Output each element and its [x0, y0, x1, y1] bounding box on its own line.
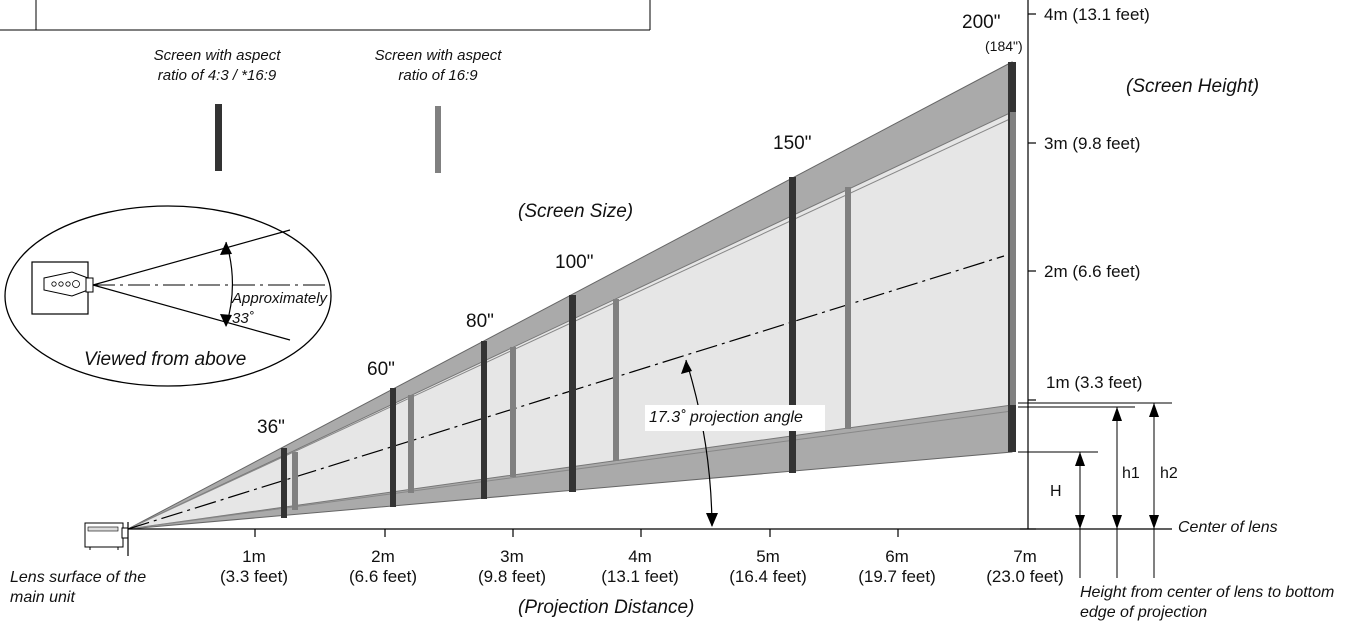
height-tick-3m: 3m (9.8 feet): [1044, 134, 1141, 153]
projection-angle-label: 17.3˚ projection angle: [649, 409, 803, 426]
distance-tick-7m-meters: 7m: [1013, 547, 1037, 566]
distance-tick-6m-feet: (19.7 feet): [858, 567, 936, 586]
projection-angle-arc: [685, 359, 713, 527]
arc-arrow-top: [681, 360, 692, 374]
distance-tick-3m: 3m (9.8 feet): [478, 547, 546, 587]
distance-tick-3m-feet: (9.8 feet): [477, 567, 547, 586]
distance-tick-2m-feet: (6.6 feet): [348, 567, 418, 586]
height-tick-1m: 1m (3.3 feet): [1046, 373, 1143, 392]
screen-bar-60: [390, 388, 396, 507]
size-label-200: 200": [962, 12, 1001, 33]
screen-bars-169: [292, 112, 1016, 510]
projector-top-icon: [31, 261, 94, 315]
title-box: [0, 0, 651, 31]
height-from-center-label: Height from center of lens to bottom edg…: [1080, 583, 1334, 623]
center-of-lens-label: Center of lens: [1178, 519, 1278, 536]
screen-bar-169-100: [613, 299, 619, 461]
legend-169-line2: ratio of 16:9: [398, 67, 478, 84]
distance-tick-6m: 6m (19.7 feet): [858, 547, 936, 587]
lens-surface-label: Lens surface of the main unit: [10, 568, 146, 608]
distance-tick-1m: 1m (3.3 feet): [220, 547, 288, 587]
legend-swatch-169: [435, 106, 441, 173]
legend-169-label: Screen with aspect ratio of 16:9: [375, 46, 502, 86]
distance-tick-6m-meters: 6m: [885, 547, 909, 566]
screen-bar-169-36: [292, 452, 298, 510]
viewed-from-above-caption: Viewed from above: [84, 349, 247, 370]
height-from-center-line2: edge of projection: [1080, 604, 1208, 621]
distance-tick-4m: 4m (13.1 feet): [601, 547, 679, 587]
distance-tick-7m: 7m (23.0 feet): [986, 547, 1064, 587]
screen-bar-169-60: [408, 395, 414, 493]
inset-top-view: [4, 205, 332, 387]
screen-bar-150: [789, 177, 796, 473]
distance-tick-2m-meters: 2m: [371, 547, 395, 566]
approx-angle-label: Approximately 33˚: [232, 289, 327, 329]
size-label-60: 60": [367, 359, 395, 380]
screen-bar-36: [281, 448, 287, 518]
distance-tick-5m-meters: 5m: [756, 547, 780, 566]
height-axis-ticks: [1020, 13, 1036, 530]
size-label-150: 150": [773, 133, 812, 154]
arc-arrow-bottom: [706, 513, 718, 527]
projector-side-icon: [84, 522, 129, 550]
legend-43-line1: Screen with aspect: [153, 47, 281, 64]
size-label-36: 36": [257, 417, 285, 438]
legend-169-line1: Screen with aspect: [374, 47, 502, 64]
height-tick-4m: 4m (13.1 feet): [1044, 5, 1150, 24]
height-tick-2m: 2m (6.6 feet): [1044, 262, 1141, 281]
dim-label-h1: h1: [1122, 465, 1140, 482]
dim-label-h2: h2: [1160, 465, 1178, 482]
size-label-100: 100": [555, 252, 594, 273]
approx-angle-line2: 33˚: [232, 310, 254, 327]
distance-tick-4m-meters: 4m: [628, 547, 652, 566]
screen-bar-169-80: [510, 347, 516, 477]
distance-tick-7m-feet: (23.0 feet): [986, 567, 1064, 586]
angle-label-bg: [645, 405, 825, 431]
size-label-80: 80": [466, 311, 494, 332]
screen-bar-80: [481, 341, 487, 499]
legend-swatch-43: [215, 104, 222, 171]
dim-label-H: H: [1050, 483, 1062, 500]
distance-axis-ticks: [254, 529, 899, 537]
height-from-center-line1: Height from center of lens to bottom: [1080, 584, 1335, 601]
distance-tick-4m-feet: (13.1 feet): [601, 567, 679, 586]
size-label-184: (184"): [985, 38, 1023, 54]
distance-tick-1m-meters: 1m: [242, 547, 266, 566]
height-dimension-lines: [1018, 402, 1172, 578]
legend-43-line2: ratio of 4:3 / *16:9: [157, 67, 277, 84]
center-axis-line: [127, 255, 1005, 530]
lens-surface-line2: main unit: [10, 589, 75, 606]
distance-tick-1m-feet: (3.3 feet): [219, 567, 289, 586]
height-dimension-arrows: [1075, 403, 1159, 529]
screen-size-label: (Screen Size): [518, 201, 634, 222]
screen-bar-169-150: [845, 187, 851, 429]
screen-bar-169-200: [1010, 112, 1016, 405]
distance-tick-2m: 2m (6.6 feet): [349, 547, 417, 587]
legend-43-label: Screen with aspect ratio of 4:3 / *16:9: [154, 46, 281, 86]
distance-tick-5m-feet: (16.4 feet): [729, 567, 807, 586]
projection-distance-label: (Projection Distance): [518, 597, 695, 618]
distance-tick-5m: 5m (16.4 feet): [729, 547, 807, 587]
screen-height-label: (Screen Height): [1126, 76, 1260, 97]
screen-bar-100: [569, 295, 576, 492]
lens-surface-line1: Lens surface of the: [10, 569, 147, 586]
approx-angle-line1: Approximately: [232, 290, 328, 307]
distance-tick-3m-meters: 3m: [500, 547, 524, 566]
